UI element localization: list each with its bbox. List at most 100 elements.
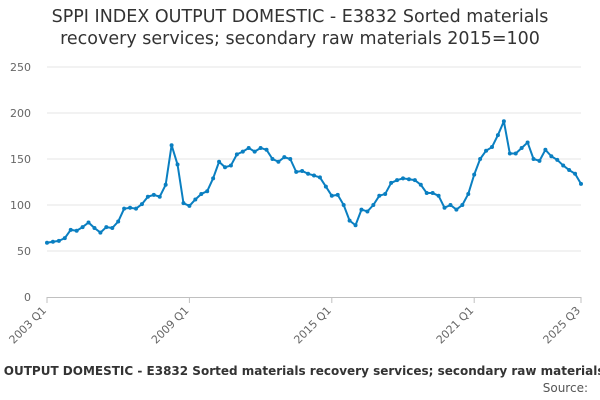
data-point-56	[371, 203, 376, 207]
data-point-73	[472, 172, 477, 177]
data-point-44	[300, 168, 305, 173]
data-point-5	[68, 227, 73, 232]
data-point-9	[92, 226, 97, 230]
data-point-60	[395, 178, 400, 183]
data-point-77	[495, 133, 500, 138]
data-point-51	[341, 203, 346, 207]
data-point-32	[228, 163, 233, 168]
data-point-85	[543, 147, 548, 152]
data-point-91	[579, 181, 583, 186]
data-point-35	[246, 145, 251, 150]
chart-title-line-1: SPPI INDEX OUTPUT DOMESTIC - E3832 Sorte…	[51, 7, 549, 27]
data-point-57	[377, 193, 382, 198]
data-point-86	[549, 154, 554, 159]
legend[interactable]: SPPI INDEX OUTPUT DOMESTIC - E3832 Sorte…	[0, 364, 600, 382]
data-point-61	[401, 176, 405, 181]
x-axis: 2003 Q1 2009 Q1 2015 Q1 2021 Q1 2025 Q3	[7, 297, 584, 347]
data-point-7	[80, 225, 85, 230]
x-tick-label-2: 2009 Q1	[149, 304, 192, 347]
data-point-6	[74, 228, 79, 233]
data-point-67	[436, 193, 441, 198]
data-point-79	[507, 151, 512, 156]
data-point-14	[122, 206, 127, 211]
data-point-36	[252, 149, 257, 154]
data-point-2	[50, 239, 55, 244]
data-point-62	[406, 177, 411, 182]
data-point-31	[223, 165, 227, 170]
data-point-10	[98, 230, 103, 235]
data-point-24	[181, 201, 186, 206]
data-point-84	[537, 158, 542, 163]
series-group	[45, 119, 583, 245]
data-point-4	[62, 236, 67, 241]
data-point-49	[329, 193, 334, 198]
y-tick-label-0: 0	[24, 291, 31, 304]
data-point-74	[478, 157, 483, 161]
data-point-19	[151, 192, 156, 197]
data-point-37	[258, 145, 263, 150]
data-point-25	[187, 203, 192, 208]
data-point-58	[383, 191, 388, 196]
data-point-65	[424, 191, 429, 196]
data-point-8	[86, 220, 91, 225]
y-tick-label-100: 100	[10, 199, 31, 212]
x-tick-label-5: 2025 Q3	[541, 304, 584, 347]
data-point-3	[56, 238, 61, 243]
y-tick-label-50: 50	[17, 245, 31, 258]
data-point-22	[169, 143, 174, 148]
data-point-23	[175, 162, 180, 167]
data-point-76	[490, 145, 494, 150]
data-point-83	[531, 157, 536, 161]
data-point-68	[442, 205, 447, 210]
y-tick-label-150: 150	[10, 153, 31, 166]
data-point-47	[317, 175, 322, 180]
data-point-38	[264, 147, 269, 152]
y-tick-label-200: 200	[10, 107, 31, 120]
data-point-27	[199, 191, 204, 196]
data-point-48	[323, 184, 328, 189]
chart-title: SPPI INDEX OUTPUT DOMESTIC - E3832 Sorte…	[0, 6, 600, 50]
y-tick-label-250: 250	[10, 61, 31, 74]
chart-title-line-2: recovery services; secondary raw materia…	[60, 29, 540, 49]
data-point-78	[501, 119, 506, 124]
data-point-20	[157, 194, 162, 199]
data-point-29	[211, 176, 216, 181]
data-point-33	[234, 152, 239, 157]
x-tick-label-3: 2015 Q1	[291, 304, 334, 347]
data-point-16	[134, 206, 138, 211]
data-point-40	[276, 159, 281, 164]
data-point-46	[312, 173, 316, 178]
data-point-71	[460, 203, 465, 207]
data-point-13	[116, 219, 121, 224]
data-point-39	[270, 157, 275, 161]
data-point-70	[454, 207, 459, 212]
data-point-53	[353, 223, 358, 228]
x-tick-label-4: 2021 Q1	[434, 304, 477, 347]
data-point-82	[525, 140, 530, 145]
data-point-18	[145, 194, 150, 199]
data-point-66	[430, 191, 435, 196]
data-point-43	[294, 169, 299, 174]
data-point-45	[306, 171, 311, 176]
y-axis-tick-labels: 0 50 100 150 200 250	[10, 61, 31, 304]
data-point-64	[418, 182, 423, 187]
x-tick-label-1: 2003 Q1	[7, 304, 50, 347]
data-point-75	[484, 148, 489, 153]
data-point-90	[573, 171, 578, 176]
data-point-69	[448, 203, 453, 207]
data-point-80	[513, 151, 518, 156]
data-point-50	[335, 192, 340, 197]
data-point-41	[282, 155, 287, 160]
data-point-34	[240, 149, 245, 154]
data-point-63	[412, 178, 417, 183]
data-point-54	[359, 207, 364, 212]
data-point-17	[139, 202, 144, 207]
data-point-26	[193, 197, 198, 202]
data-point-87	[555, 157, 560, 162]
source-label: Source:	[542, 381, 588, 395]
data-point-59	[389, 180, 394, 185]
data-point-1	[45, 240, 49, 245]
data-point-42	[288, 157, 293, 161]
legend-item-series-1[interactable]: SPPI INDEX OUTPUT DOMESTIC - E3832 Sorte…	[0, 364, 600, 378]
